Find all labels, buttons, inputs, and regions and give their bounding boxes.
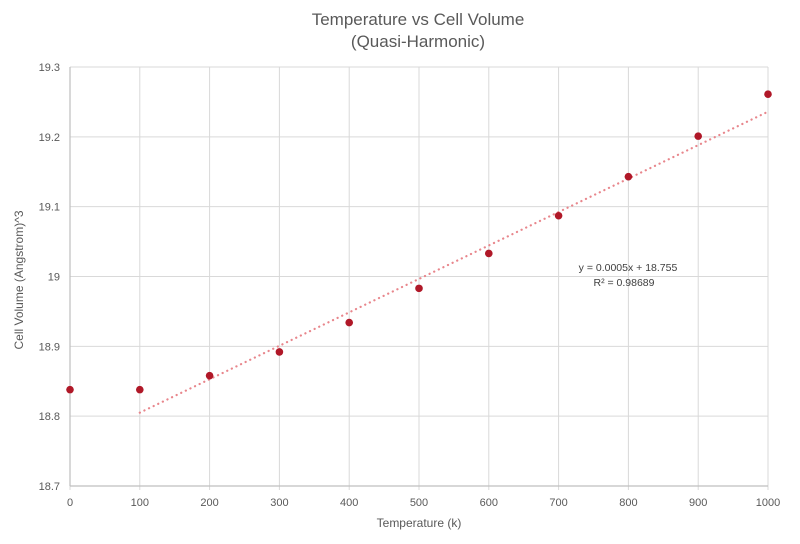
trendline-equation: y = 0.0005x + 18.755 [579, 262, 678, 274]
y-tick-label: 19 [48, 272, 60, 284]
data-point [485, 249, 493, 258]
x-tick-label: 0 [67, 497, 73, 509]
y-axis-label: Cell Volume (Angstrom)^3 [12, 210, 26, 349]
x-tick-label: 300 [270, 497, 288, 509]
x-axis-label: Temperature (k) [377, 516, 462, 530]
data-point [624, 172, 633, 181]
data-point [694, 132, 702, 140]
data-point [415, 284, 423, 293]
x-tick-label: 700 [549, 497, 567, 509]
x-tick-label: 900 [689, 497, 707, 509]
y-tick-label: 19.3 [39, 62, 60, 74]
x-tick-label: 500 [410, 497, 428, 509]
y-tick-label: 19.2 [39, 132, 60, 144]
x-tick-label: 1000 [756, 497, 780, 509]
chart-title-line-2: (Quasi-Harmonic) [351, 32, 485, 51]
trendline-r-squared: R² = 0.98689 [593, 277, 654, 289]
data-point [66, 385, 74, 394]
data-point [205, 371, 214, 380]
y-tick-label: 18.8 [39, 411, 60, 423]
data-point [275, 348, 284, 356]
x-tick-label: 100 [131, 497, 149, 509]
data-points [66, 90, 772, 394]
y-tick-labels: 18.7 18.8 18.9 19 19.1 19.2 19.3 [39, 62, 60, 493]
chart-title-line-1: Temperature vs Cell Volume [312, 10, 525, 29]
x-tick-label: 400 [340, 497, 358, 509]
data-point [136, 385, 144, 394]
gridlines [69, 66, 769, 490]
x-tick-label: 800 [619, 497, 637, 509]
y-tick-label: 18.7 [39, 481, 60, 493]
data-point [554, 211, 563, 220]
x-tick-label: 200 [200, 497, 218, 509]
trendline-layer [138, 110, 770, 414]
data-point [345, 318, 354, 327]
axes [69, 67, 768, 487]
x-tick-label: 600 [480, 497, 498, 509]
x-tick-labels: 0 100 200 300 400 500 600 700 800 900 1000 [67, 497, 780, 509]
y-tick-label: 18.9 [39, 341, 60, 353]
linear-trendline [138, 110, 770, 414]
y-tick-label: 19.1 [39, 202, 60, 214]
data-point [764, 90, 772, 99]
